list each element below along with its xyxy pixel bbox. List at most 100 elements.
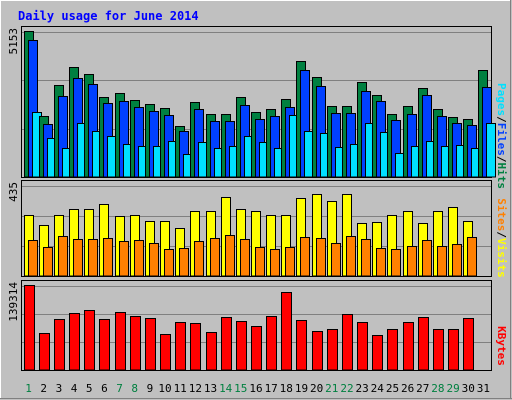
day-label: 1 [25, 382, 32, 395]
bar-kbytes-day-1 [24, 285, 35, 371]
bar-pages-day-31 [486, 123, 496, 178]
day-label: 8 [131, 382, 138, 395]
bar-sites-day-3 [58, 236, 68, 277]
legend-pages: Pages [495, 83, 508, 116]
chart-title: Daily usage for June 2014 [18, 9, 199, 23]
bar-kbytes-day-24 [372, 335, 383, 371]
bar-kbytes-day-29 [448, 329, 459, 371]
legend-mid: Sites/Visits [495, 198, 508, 278]
bar-kbytes-day-26 [403, 322, 414, 371]
bar-sites-day-20 [316, 238, 326, 277]
bar-sites-day-15 [240, 239, 250, 277]
day-label: 31 [477, 382, 490, 395]
bar-kbytes-day-16 [251, 326, 262, 371]
bar-sites-day-13 [210, 238, 220, 277]
y-max-label: 435 [7, 182, 20, 202]
bar-kbytes-day-17 [266, 316, 277, 371]
bar-sites-day-11 [179, 248, 189, 277]
day-label: 17 [265, 382, 278, 395]
day-label: 5 [86, 382, 93, 395]
bar-kbytes-day-11 [175, 322, 186, 371]
bar-sites-day-2 [43, 247, 53, 277]
day-label: 7 [116, 382, 123, 395]
day-label: 28 [431, 382, 444, 395]
bar-kbytes-day-15 [236, 321, 247, 371]
bar-sites-day-19 [300, 237, 310, 277]
day-label: 16 [249, 382, 262, 395]
bar-kbytes-day-3 [54, 319, 65, 371]
day-label: 25 [386, 382, 399, 395]
y-max-label: 5153 [7, 28, 20, 55]
bar-kbytes-day-19 [296, 320, 307, 371]
bar-sites-day-27 [422, 240, 432, 277]
bar-sites-day-5 [88, 239, 98, 277]
bar-sites-day-30 [467, 237, 477, 277]
bar-kbytes-day-14 [221, 317, 232, 371]
day-label: 10 [158, 382, 171, 395]
bar-sites-day-10 [164, 249, 174, 277]
bar-sites-day-9 [149, 243, 159, 277]
bar-sites-day-12 [194, 241, 204, 277]
bar-kbytes-day-13 [206, 332, 217, 371]
bar-sites-day-24 [376, 248, 386, 277]
bar-sites-day-7 [119, 241, 129, 277]
day-label: 23 [355, 382, 368, 395]
bar-kbytes-day-18 [281, 292, 292, 371]
day-label: 14 [219, 382, 233, 395]
bar-kbytes-day-30 [463, 318, 474, 371]
day-label: 29 [446, 382, 459, 395]
bar-sites-day-18 [285, 247, 295, 277]
day-label: 15 [234, 382, 247, 395]
day-label: 18 [280, 382, 293, 395]
bar-kbytes-day-7 [115, 312, 126, 371]
day-label: 21 [325, 382, 338, 395]
day-label: 27 [416, 382, 429, 395]
bar-kbytes-day-21 [327, 329, 338, 371]
bar-sites-day-4 [73, 239, 83, 277]
bar-kbytes-day-23 [357, 322, 368, 371]
bar-kbytes-day-25 [387, 329, 398, 371]
legend-visits: Visits [495, 238, 508, 278]
bar-kbytes-day-8 [130, 316, 141, 371]
day-label: 3 [56, 382, 63, 395]
bar-kbytes-day-9 [145, 318, 156, 371]
bar-kbytes-day-12 [190, 323, 201, 371]
legend-separator: / [495, 231, 508, 238]
bar-kbytes-day-27 [418, 317, 429, 371]
legend-sites: Sites [495, 198, 508, 231]
day-label: 12 [189, 382, 202, 395]
legend-files: Files [495, 123, 508, 156]
bar-sites-day-16 [255, 247, 265, 277]
legend-bot: KBytes [495, 326, 508, 366]
bar-kbytes-day-4 [69, 313, 80, 371]
day-label: 11 [174, 382, 187, 395]
day-label: 6 [101, 382, 108, 395]
day-label: 20 [310, 382, 323, 395]
legend-separator: / [495, 156, 508, 163]
legend-top: Pages/Files/Hits [495, 83, 508, 189]
day-label: 19 [295, 382, 308, 395]
bar-kbytes-day-20 [312, 331, 323, 371]
bar-sites-day-14 [225, 235, 235, 277]
bar-sites-day-23 [361, 239, 371, 277]
day-label: 30 [462, 382, 475, 395]
bar-sites-day-29 [452, 244, 462, 277]
day-label: 26 [401, 382, 414, 395]
bar-kbytes-day-10 [160, 334, 171, 371]
day-label: 4 [71, 382, 78, 395]
legend-hits: Hits [495, 163, 508, 190]
y-max-label: 139314 [7, 282, 20, 322]
bar-sites-day-1 [28, 240, 38, 277]
legend-separator: / [495, 116, 508, 123]
bar-sites-day-26 [407, 246, 417, 277]
bar-kbytes-day-22 [342, 314, 353, 371]
bar-kbytes-day-2 [39, 333, 50, 371]
day-label: 22 [340, 382, 353, 395]
bar-sites-day-28 [437, 246, 447, 277]
bar-sites-day-22 [346, 236, 356, 277]
bar-kbytes-day-5 [84, 310, 95, 371]
bar-sites-day-6 [103, 238, 113, 277]
day-label: 2 [40, 382, 47, 395]
